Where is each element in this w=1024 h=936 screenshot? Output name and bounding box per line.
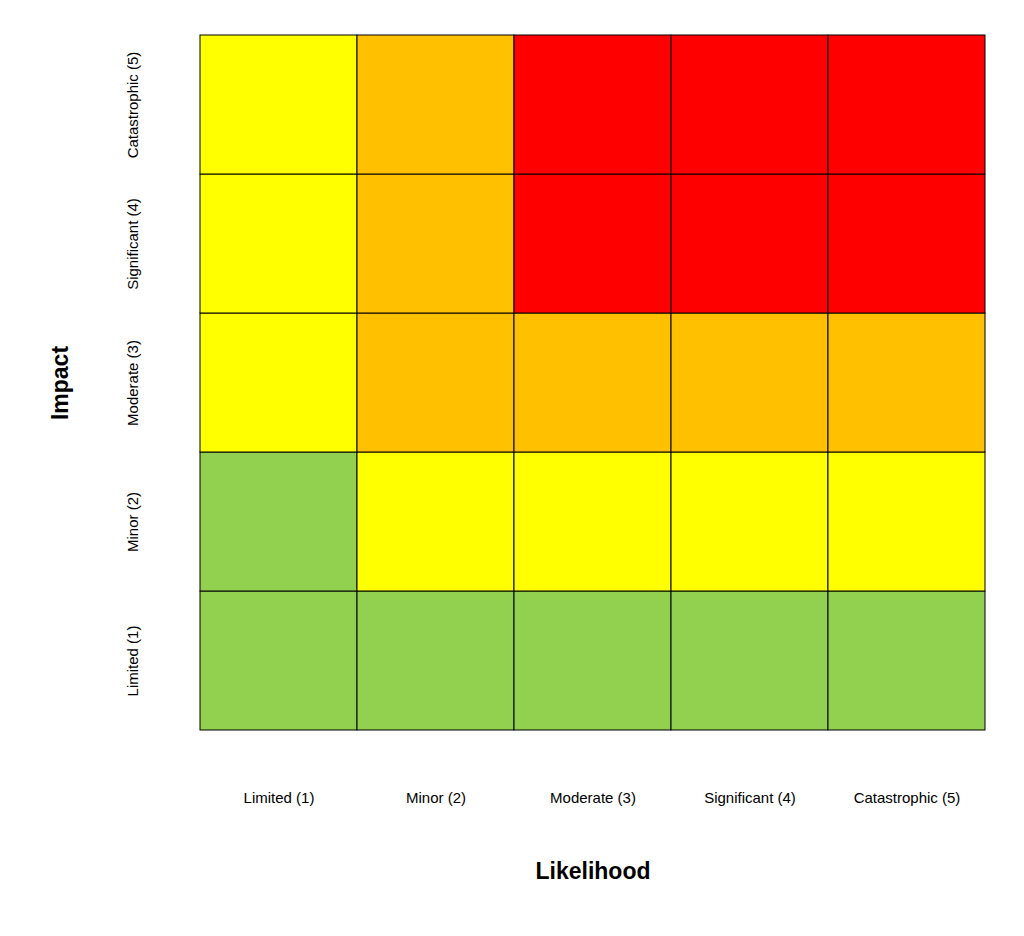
svg-text:Moderate (3): Moderate (3)	[550, 789, 636, 806]
svg-text:Impact: Impact	[47, 346, 73, 420]
svg-text:Limited (1): Limited (1)	[124, 626, 141, 697]
svg-text:Catastrophic (5): Catastrophic (5)	[124, 52, 141, 159]
svg-text:Catastrophic (5): Catastrophic (5)	[854, 789, 961, 806]
svg-text:Limited (1): Limited (1)	[244, 789, 315, 806]
svg-text:Minor (2): Minor (2)	[124, 492, 141, 552]
svg-text:Significant (4): Significant (4)	[124, 198, 141, 290]
svg-text:Significant (4): Significant (4)	[704, 789, 796, 806]
svg-text:Moderate (3): Moderate (3)	[124, 340, 141, 426]
svg-text:Minor (2): Minor (2)	[406, 789, 466, 806]
svg-text:Likelihood: Likelihood	[536, 858, 651, 884]
